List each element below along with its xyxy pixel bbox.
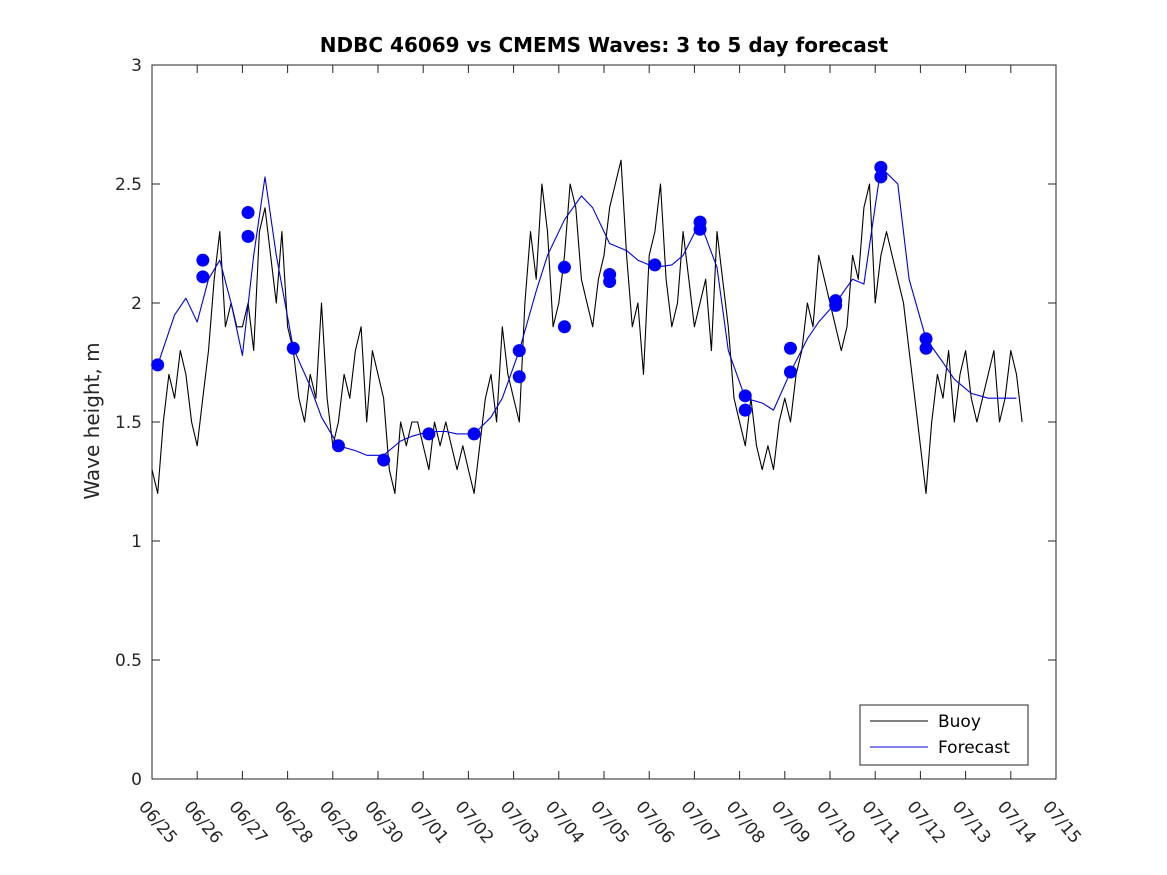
legend-box	[859, 704, 1029, 766]
forecast-marker	[331, 439, 345, 453]
forecast-marker	[693, 222, 707, 236]
forecast-series	[157, 166, 1017, 456]
x-tick-label: 07/07	[677, 797, 724, 847]
y-axis-label: Wave height, m	[80, 342, 104, 499]
buoy-series	[151, 159, 1023, 494]
x-tick-label: 06/29	[315, 797, 362, 847]
forecast-marker	[919, 332, 933, 346]
forecast-marker	[648, 258, 662, 272]
x-tick-label: 07/01	[405, 797, 452, 847]
chart-title: NDBC 46069 vs CMEMS Waves: 3 to 5 day fo…	[320, 33, 889, 57]
legend-forecast-label: Forecast	[938, 738, 1010, 758]
x-tick-label: 07/15	[1038, 797, 1085, 847]
x-tick-label: 06/28	[270, 797, 317, 847]
forecast-marker	[557, 260, 571, 274]
forecast-marker	[874, 170, 888, 184]
forecast-marker	[151, 358, 165, 372]
x-tick-label: 07/08	[722, 797, 769, 847]
buoy-line	[151, 159, 1023, 494]
x-tick-label: 06/30	[360, 797, 407, 847]
forecast-marker	[738, 403, 752, 417]
forecast-marker	[377, 453, 391, 467]
x-tick-label: 07/14	[993, 797, 1040, 847]
forecast-marker	[512, 344, 526, 358]
forecast-marker	[422, 427, 436, 441]
x-tick-label: 06/27	[225, 797, 272, 847]
forecast-marker	[512, 370, 526, 384]
y-tick-label: 0	[131, 770, 142, 790]
x-tick-label: 07/13	[948, 797, 995, 847]
forecast-marker	[196, 253, 210, 267]
forecast-marker	[557, 320, 571, 334]
forecast-marker	[919, 341, 933, 355]
y-tick-label: 0.5	[115, 651, 142, 671]
y-tick-label: 2	[131, 294, 142, 314]
legend: Buoy Forecast	[859, 704, 1029, 766]
x-tick-label: 07/04	[541, 797, 588, 847]
forecast-marker	[829, 298, 843, 312]
forecast-marker	[783, 341, 797, 355]
forecast-marker	[467, 427, 481, 441]
forecast-marker	[738, 389, 752, 403]
forecast-marker	[286, 341, 300, 355]
x-tick-label: 07/10	[812, 797, 859, 847]
legend-buoy-label: Buoy	[938, 712, 981, 732]
forecast-marker	[874, 160, 888, 174]
x-tick-label: 07/03	[496, 797, 543, 847]
y-tick-label: 1.5	[115, 413, 142, 433]
x-tick-label: 06/25	[134, 797, 181, 847]
x-tick-label: 07/02	[451, 797, 498, 847]
forecast-marker	[196, 270, 210, 284]
y-tick-label: 2.5	[115, 175, 142, 195]
x-tick-label: 07/06	[631, 797, 678, 847]
x-tick-label: 07/11	[857, 797, 904, 847]
forecast-line	[157, 166, 1017, 456]
forecast-marker	[783, 365, 797, 379]
forecast-marker	[241, 206, 255, 220]
forecast-marker	[603, 275, 617, 289]
axes-box	[151, 64, 1057, 780]
x-tick-label: 07/12	[903, 797, 950, 847]
x-tick-label: 07/09	[767, 797, 814, 847]
y-tick-label: 1	[131, 532, 142, 552]
y-tick-label: 3	[131, 56, 142, 76]
x-tick-label: 06/26	[179, 797, 226, 847]
x-tick-label: 07/05	[586, 797, 633, 847]
forecast-markers	[151, 160, 933, 467]
forecast-marker	[241, 229, 255, 243]
y-ticks: 0 0.5 1 1.5 2 2.5 3	[115, 56, 1056, 790]
